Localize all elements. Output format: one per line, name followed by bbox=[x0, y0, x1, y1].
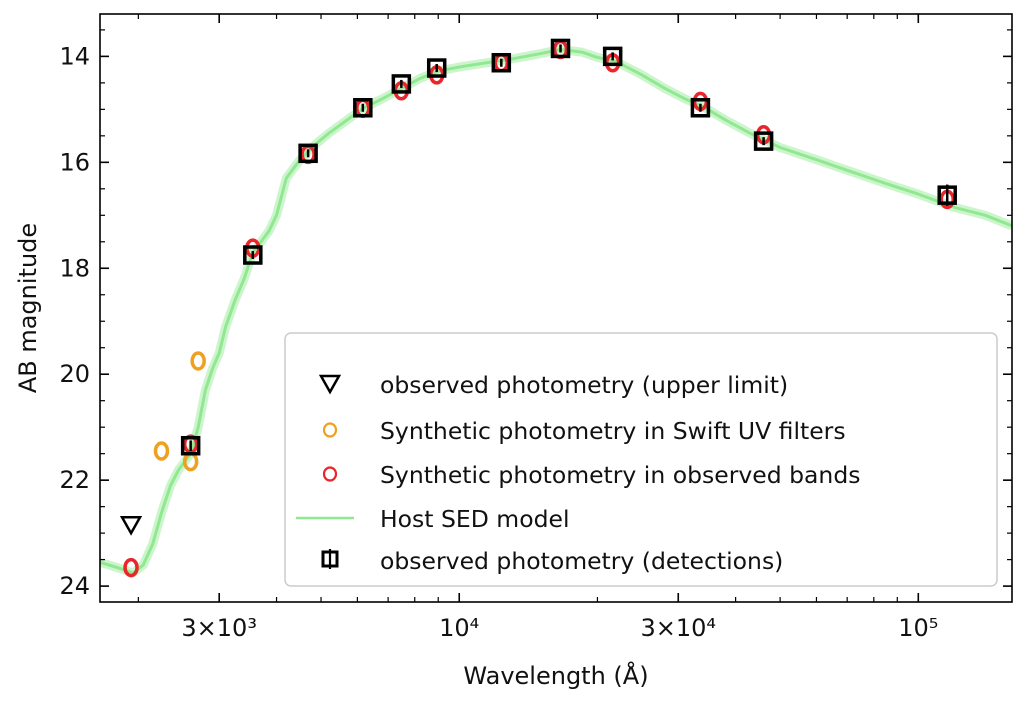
legend-label: Synthetic photometry in observed bands bbox=[380, 461, 860, 489]
detection-point-4 bbox=[391, 74, 412, 94]
y-axis-title: AB magnitude bbox=[14, 223, 42, 393]
x-tick-label: 3×10⁴ bbox=[640, 614, 716, 642]
y-tick-label: 22 bbox=[59, 466, 90, 494]
detection-point-7 bbox=[550, 38, 571, 59]
legend: observed photometry (upper limit) Synthet… bbox=[284, 332, 998, 587]
y-tick-label: 14 bbox=[59, 42, 90, 70]
legend-entry-1: Synthetic photometry in Swift UV filters bbox=[322, 417, 846, 445]
plot-area bbox=[100, 38, 1012, 578]
legend-circle-icon bbox=[322, 466, 338, 482]
detection-point-3 bbox=[353, 98, 373, 118]
legend-box bbox=[284, 332, 998, 587]
legend-label: observed photometry (upper limit) bbox=[380, 371, 788, 399]
legend-label: Host SED model bbox=[380, 505, 569, 533]
synthetic-band-point-0 bbox=[123, 557, 139, 578]
plot-inner bbox=[100, 38, 1012, 578]
y-tick-label: 20 bbox=[59, 360, 90, 388]
detection-point-2 bbox=[298, 143, 318, 164]
detection-marker bbox=[753, 131, 774, 151]
legend-circle-icon bbox=[322, 422, 338, 438]
y-tick-label: 18 bbox=[59, 254, 90, 282]
detection-point-1 bbox=[243, 245, 263, 265]
detection-point-10 bbox=[753, 131, 774, 151]
upper-limit-point-0 bbox=[119, 515, 143, 536]
swift-uv-point-2 bbox=[190, 351, 206, 371]
legend-triangle-icon bbox=[318, 374, 342, 395]
x-axis-title: Wavelength (Å) bbox=[463, 661, 648, 690]
detection-point-11 bbox=[937, 184, 957, 206]
detection-marker bbox=[180, 435, 201, 456]
detection-marker bbox=[426, 58, 447, 78]
detection-marker bbox=[602, 46, 623, 67]
y-tick-label: 24 bbox=[59, 572, 90, 600]
x-tick-label: 10⁴ bbox=[439, 614, 479, 642]
detection-point-8 bbox=[602, 46, 623, 67]
detection-marker bbox=[690, 98, 711, 118]
detection-marker bbox=[491, 52, 512, 73]
detection-marker bbox=[550, 38, 571, 59]
detection-point-5 bbox=[426, 58, 447, 78]
detection-marker bbox=[391, 74, 412, 94]
axes: 14 16 18 20 22 24 3×10³ 10⁴ 3×10⁴ 10⁵ Wavelength (… bbox=[14, 13, 1013, 690]
x-tick-label: 3×10³ bbox=[181, 614, 257, 642]
detection-point-6 bbox=[491, 52, 512, 73]
detection-marker bbox=[298, 143, 318, 164]
x-tick-label: 10⁵ bbox=[898, 614, 938, 642]
detection-marker bbox=[243, 245, 263, 265]
swift-uv-point-0 bbox=[153, 441, 170, 461]
legend-entry-4: observed photometry (detections) bbox=[321, 547, 783, 575]
legend-entry-0: observed photometry (upper limit) bbox=[318, 371, 788, 399]
y-tick-label: 16 bbox=[59, 148, 90, 176]
legend-label: observed photometry (detections) bbox=[380, 547, 783, 575]
plot-frame bbox=[99, 13, 1013, 603]
detection-marker bbox=[353, 98, 373, 118]
legend-entry-2: Synthetic photometry in observed bands bbox=[322, 461, 860, 489]
detection-point-0 bbox=[180, 435, 201, 456]
legend-label: Synthetic photometry in Swift UV filters bbox=[380, 417, 846, 445]
detection-point-9 bbox=[690, 98, 711, 118]
legend-entry-3: Host SED model bbox=[296, 505, 569, 533]
